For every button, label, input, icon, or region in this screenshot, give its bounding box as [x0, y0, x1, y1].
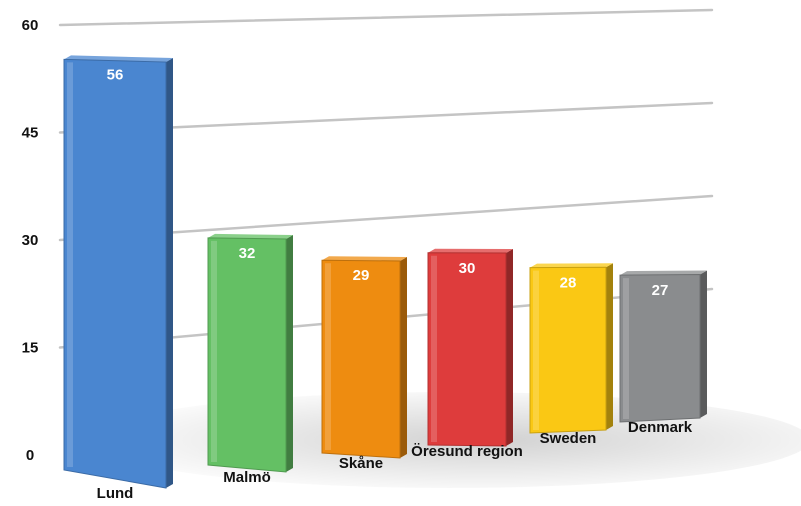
bar-3: 29: [321, 256, 407, 459]
y-tick-label: 0: [26, 447, 34, 464]
bar-side: [400, 256, 407, 458]
bars: 56 32 29 30 28 27: [63, 55, 707, 489]
x-tick-label: Öresund region: [411, 443, 523, 460]
bar-front: [427, 252, 507, 447]
bar-top: [322, 256, 407, 261]
bar-side: [700, 270, 707, 418]
bar-6: 27: [619, 270, 707, 423]
bar-1: 56: [63, 55, 173, 489]
bar-5: 28: [529, 263, 613, 434]
bar-highlight: [325, 263, 331, 450]
bar-top: [64, 55, 173, 63]
y-axis-ticks: 0 15 30 45 60: [22, 17, 39, 464]
x-tick-label: Malmö: [223, 469, 271, 486]
x-axis-ticks: Lund Malmö Skåne Öresund region Sweden Denmar…: [97, 419, 693, 502]
bar-highlight: [67, 62, 73, 468]
bar-front: [619, 274, 701, 423]
data-label: 32: [239, 245, 256, 262]
bar-2: 32: [207, 233, 293, 473]
x-tick-label: Sweden: [540, 430, 597, 447]
bar-4: 30: [427, 248, 513, 447]
bar-highlight: [211, 240, 217, 462]
bar-front: [321, 259, 401, 459]
data-label: 29: [353, 267, 370, 284]
bar-side: [166, 58, 173, 489]
y-tick-label: 15: [22, 340, 39, 357]
y-tick-label: 60: [22, 17, 39, 34]
data-label: 28: [560, 275, 577, 292]
bar-front: [207, 237, 287, 473]
y-tick-label: 30: [22, 232, 39, 249]
y-tick-label: 45: [22, 125, 39, 142]
x-tick-label: Denmark: [628, 419, 693, 436]
bar-highlight: [431, 255, 437, 442]
bar-highlight: [623, 278, 629, 419]
data-label: 56: [107, 66, 124, 83]
bar-top: [620, 270, 707, 276]
bar-side: [606, 263, 613, 430]
bar-top: [530, 263, 613, 268]
data-label: 27: [652, 282, 669, 299]
grid-line: [58, 8, 714, 27]
x-tick-label: Lund: [97, 485, 134, 501]
x-tick-label: Skåne: [339, 455, 383, 472]
bar-front: [529, 266, 607, 434]
bar-top: [428, 248, 513, 253]
bar-side: [506, 248, 513, 446]
data-label: 30: [459, 260, 476, 277]
bar-highlight: [533, 270, 539, 430]
bar-front: [63, 58, 167, 489]
bar-side: [286, 234, 293, 472]
